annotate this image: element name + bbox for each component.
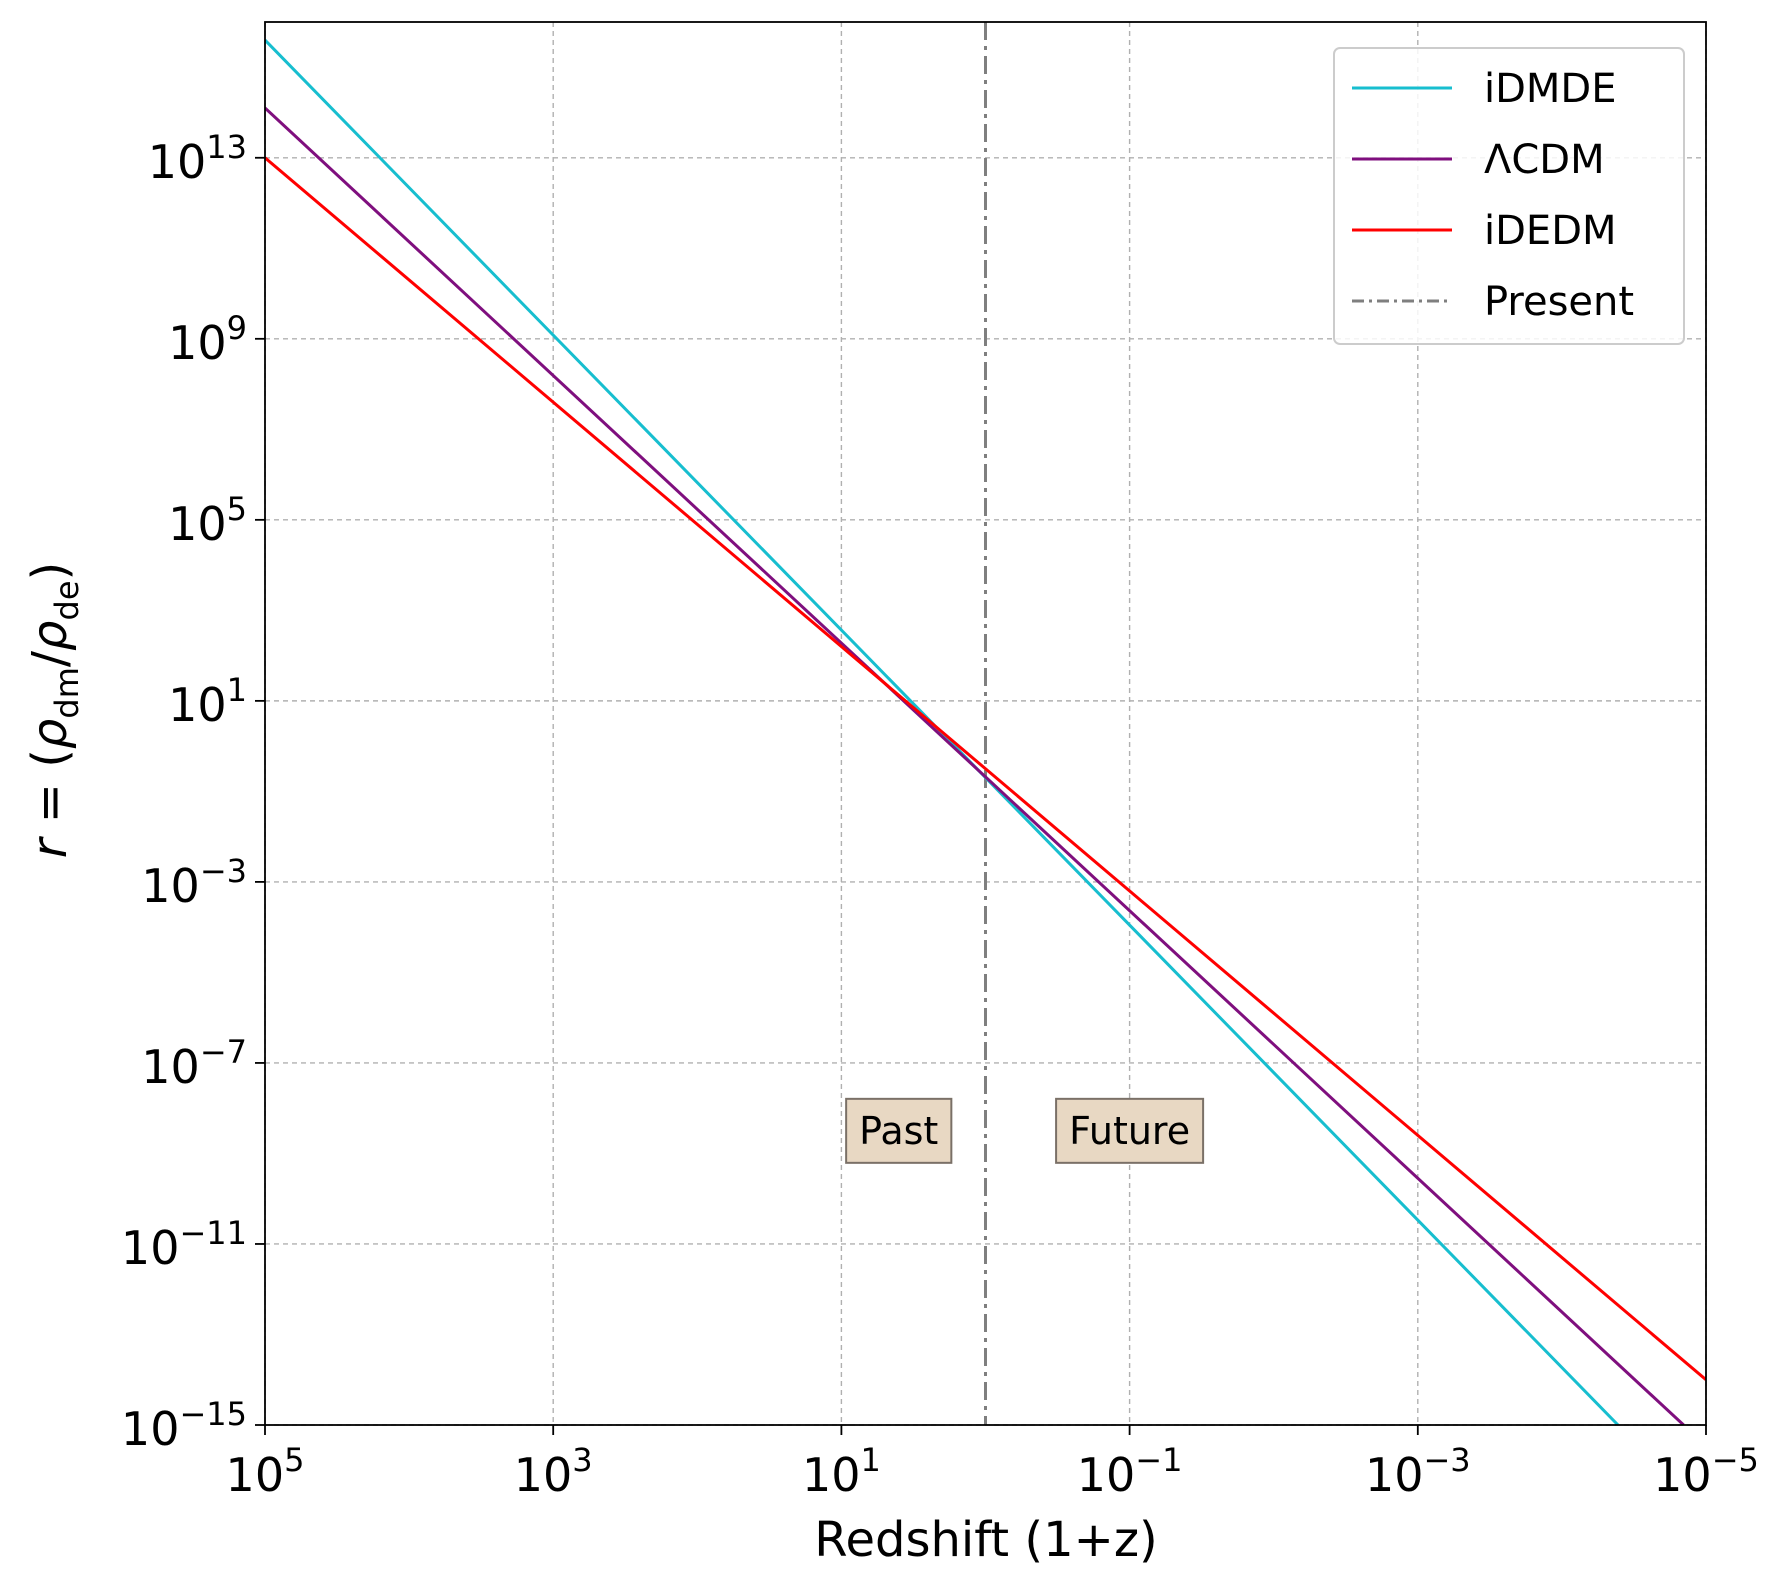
x-tick-label-2: 101 [802,1441,881,1502]
legend-box [1333,47,1685,345]
legend-entry-idedm: iDEDM [1352,208,1617,254]
data-series [265,39,1706,1425]
x-axis-label: Redshift (1+z) [814,1512,1158,1568]
y-tick-label-6: 10−11 [121,1214,247,1275]
x-tick-label-0: 105 [226,1441,305,1502]
legend-label: Present [1484,279,1634,325]
legend-label: iDEDM [1484,208,1617,254]
legend-label: ΛCDM [1484,137,1605,183]
y-tick-label-5: 10−7 [141,1033,247,1094]
y-axis-label: r = (ρdm/ρde) [22,562,86,859]
y-tick-label-4: 10−3 [141,852,247,913]
x-tick-label-1: 103 [514,1441,593,1502]
annotation-label: Future [1069,1109,1190,1153]
y-tick-label-2: 105 [168,490,247,551]
annotation-past: Past [845,1097,953,1164]
plot-frame [264,21,1707,1426]
annotation-future: Future [1055,1097,1205,1164]
y-axis-ticks: 1013 109 105 101 10−3 10−7 10−11 10−15 [121,128,265,1456]
x-tick-label-3: 10−1 [1077,1441,1183,1502]
legend-entry-present: Present [1352,279,1634,325]
legend-label: iDMDE [1484,66,1617,112]
series-line-idedm [265,156,1706,1381]
annotation-label: Past [859,1109,938,1153]
x-axis-ticks: 105 103 101 10−1 10−3 10−5 [226,1425,1759,1502]
x-tick-label-5: 10−5 [1653,1441,1759,1502]
legend-entry-cdm: ΛCDM [1352,137,1605,183]
annotations: Past Future [845,1097,1205,1164]
y-tick-label-7: 10−15 [121,1395,247,1456]
y-tick-label-0: 1013 [148,128,247,189]
y-tick-label-1: 109 [168,309,247,370]
legend: iDMDE ΛCDM iDEDM Present [1333,47,1685,345]
x-tick-label-4: 10−3 [1365,1441,1471,1502]
annotation-box [1055,1097,1205,1164]
legend-entry-idmde: iDMDE [1352,66,1617,112]
y-tick-label-3: 101 [168,671,247,732]
series-line-cdm [265,106,1685,1425]
annotation-box [845,1097,953,1164]
